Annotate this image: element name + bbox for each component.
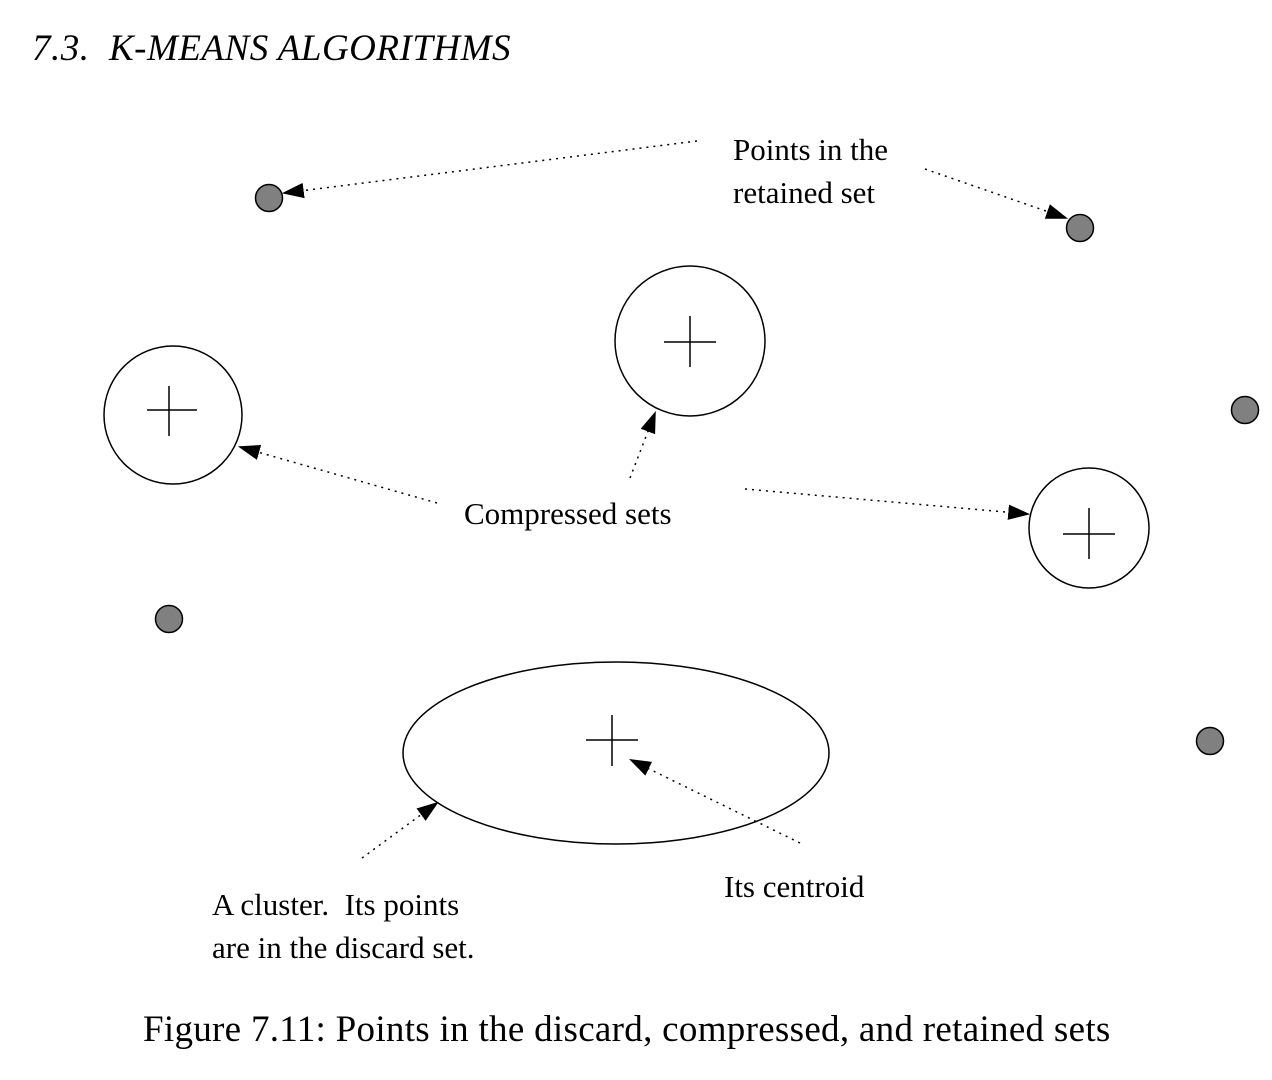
- retained-point: [254, 183, 284, 213]
- label-retained-line2: retained set: [733, 175, 875, 210]
- kmeans-sets-diagram: Points in the retained set Compressed se…: [103, 132, 1260, 965]
- retained-point: [1230, 395, 1260, 425]
- compressed-set: [614, 265, 766, 417]
- compressed-set: [1028, 467, 1150, 589]
- label-cluster-line1: A cluster. Its points: [212, 887, 459, 922]
- arrow-cluster: [361, 801, 439, 859]
- centroid-cross: [586, 715, 638, 766]
- arrow-retained-left: [281, 140, 698, 199]
- arrow-compressed-left: [237, 445, 438, 504]
- centroid-cross: [664, 316, 716, 367]
- discard-cluster: [402, 661, 830, 845]
- arrow-compressed-top: [629, 410, 656, 479]
- retained-point: [154, 604, 184, 634]
- arrow-centroid: [629, 759, 801, 844]
- label-compressed: Compressed sets: [464, 496, 672, 531]
- label-centroid: Its centroid: [724, 869, 865, 904]
- retained-point: [1065, 213, 1095, 243]
- retained-point: [1195, 726, 1225, 756]
- compressed-set: [103, 345, 243, 485]
- arrow-retained-right: [924, 168, 1069, 219]
- figure-caption: Figure 7.11: Points in the discard, comp…: [143, 1009, 1111, 1050]
- label-cluster-line2: are in the discard set.: [212, 930, 475, 965]
- arrow-compressed-right: [744, 488, 1031, 520]
- centroid-cross: [147, 386, 197, 436]
- running-head: 7.3. K-MEANS ALGORITHMS: [32, 28, 511, 69]
- centroid-cross: [1063, 508, 1115, 559]
- label-retained-line1: Points in the: [733, 132, 888, 167]
